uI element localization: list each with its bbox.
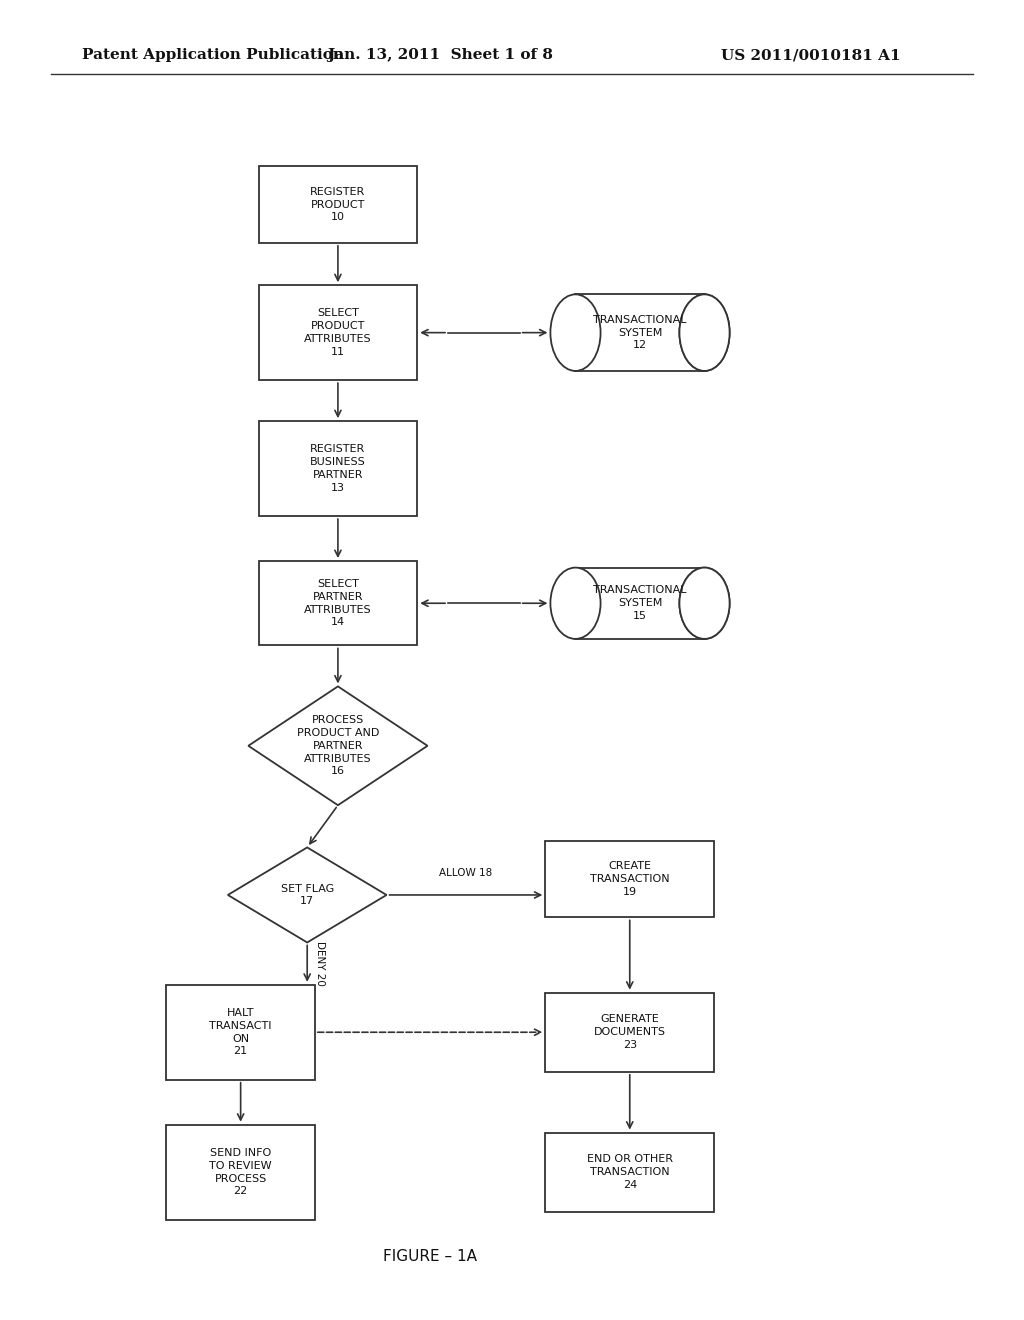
Polygon shape [227, 847, 387, 942]
Text: REGISTER
PRODUCT
10: REGISTER PRODUCT 10 [310, 187, 366, 222]
Text: SELECT
PRODUCT
ATTRIBUTES
11: SELECT PRODUCT ATTRIBUTES 11 [304, 309, 372, 356]
Text: US 2011/0010181 A1: US 2011/0010181 A1 [722, 49, 901, 62]
Bar [545, 841, 715, 917]
Bar [258, 166, 418, 243]
Bar [166, 1125, 315, 1220]
Text: ALLOW 18: ALLOW 18 [439, 867, 493, 878]
Text: FIGURE – 1A: FIGURE – 1A [383, 1249, 477, 1265]
Bar [258, 561, 418, 645]
Bar [575, 568, 705, 639]
Bar [575, 294, 705, 371]
Text: HALT
TRANSACTI
ON
21: HALT TRANSACTI ON 21 [209, 1008, 272, 1056]
Text: SET FLAG
17: SET FLAG 17 [281, 883, 334, 907]
Text: END OR OTHER
TRANSACTION
24: END OR OTHER TRANSACTION 24 [587, 1155, 673, 1189]
Polygon shape [249, 686, 428, 805]
Text: GENERATE
DOCUMENTS
23: GENERATE DOCUMENTS 23 [594, 1015, 666, 1049]
Text: SELECT
PARTNER
ATTRIBUTES
14: SELECT PARTNER ATTRIBUTES 14 [304, 579, 372, 627]
Text: SEND INFO
TO REVIEW
PROCESS
22: SEND INFO TO REVIEW PROCESS 22 [209, 1148, 272, 1196]
Ellipse shape [680, 294, 729, 371]
Text: Jan. 13, 2011  Sheet 1 of 8: Jan. 13, 2011 Sheet 1 of 8 [328, 49, 553, 62]
Bar [258, 421, 418, 516]
Ellipse shape [551, 568, 600, 639]
Text: PROCESS
PRODUCT AND
PARTNER
ATTRIBUTES
16: PROCESS PRODUCT AND PARTNER ATTRIBUTES 1… [297, 715, 379, 776]
Bar [166, 985, 315, 1080]
Text: TRANSACTIONAL
SYSTEM
15: TRANSACTIONAL SYSTEM 15 [593, 586, 687, 620]
Bar [258, 285, 418, 380]
Ellipse shape [551, 294, 600, 371]
Text: Patent Application Publication: Patent Application Publication [82, 49, 344, 62]
Bar [545, 993, 715, 1072]
Text: TRANSACTIONAL
SYSTEM
12: TRANSACTIONAL SYSTEM 12 [593, 315, 687, 350]
Ellipse shape [680, 294, 729, 371]
Ellipse shape [680, 568, 729, 639]
Text: DENY 20: DENY 20 [315, 941, 326, 986]
Ellipse shape [680, 568, 729, 639]
Text: REGISTER
BUSINESS
PARTNER
13: REGISTER BUSINESS PARTNER 13 [310, 445, 366, 492]
Bar [545, 1133, 715, 1212]
Text: CREATE
TRANSACTION
19: CREATE TRANSACTION 19 [590, 862, 670, 896]
